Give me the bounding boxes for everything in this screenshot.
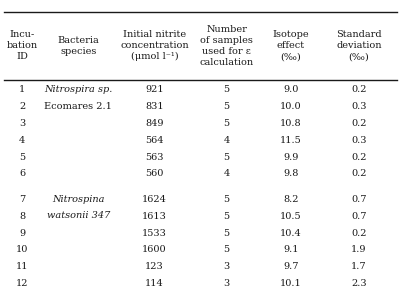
Text: 1.7: 1.7: [351, 262, 367, 271]
Text: 0.7: 0.7: [351, 212, 367, 221]
Text: 10: 10: [16, 245, 28, 254]
Text: 6: 6: [19, 169, 25, 178]
Text: Bacteria
species: Bacteria species: [57, 36, 99, 56]
Text: 0.7: 0.7: [351, 195, 367, 204]
Text: 3: 3: [223, 262, 230, 271]
Text: 1.9: 1.9: [351, 245, 367, 254]
Text: Nitrospira sp.: Nitrospira sp.: [44, 85, 112, 94]
Text: Standard
deviation
(‰): Standard deviation (‰): [336, 30, 382, 61]
Text: 2: 2: [19, 102, 25, 111]
Text: 560: 560: [145, 169, 164, 178]
Text: 12: 12: [16, 279, 28, 288]
Text: 10.1: 10.1: [280, 279, 302, 288]
Text: 9: 9: [19, 229, 25, 238]
Text: 2.3: 2.3: [351, 279, 367, 288]
Text: 8: 8: [19, 212, 25, 221]
Text: 3: 3: [19, 119, 25, 128]
Text: 9.7: 9.7: [283, 262, 298, 271]
Text: 0.3: 0.3: [351, 102, 367, 111]
Text: 0.2: 0.2: [351, 119, 367, 128]
Text: 5: 5: [223, 102, 230, 111]
Text: 11.5: 11.5: [280, 136, 302, 145]
Text: 10.4: 10.4: [280, 229, 302, 238]
Text: 7: 7: [19, 195, 25, 204]
Text: 849: 849: [145, 119, 164, 128]
Text: 5: 5: [223, 195, 230, 204]
Text: 5: 5: [19, 153, 25, 162]
Text: 114: 114: [145, 279, 164, 288]
Text: 3: 3: [223, 279, 230, 288]
Text: 0.2: 0.2: [351, 169, 367, 178]
Text: 5: 5: [223, 229, 230, 238]
Text: 831: 831: [145, 102, 164, 111]
Text: 4: 4: [223, 169, 230, 178]
Text: 5: 5: [223, 119, 230, 128]
Text: 5: 5: [223, 153, 230, 162]
Text: Incu-
bation
ID: Incu- bation ID: [6, 30, 38, 61]
Text: 1533: 1533: [142, 229, 167, 238]
Text: 9.0: 9.0: [283, 85, 298, 94]
Text: Nitrospina: Nitrospina: [52, 195, 104, 204]
Text: 123: 123: [145, 262, 164, 271]
Text: 4: 4: [19, 136, 25, 145]
Text: 10.5: 10.5: [280, 212, 302, 221]
Text: 8.2: 8.2: [283, 195, 298, 204]
Text: 9.8: 9.8: [283, 169, 298, 178]
Text: 9.1: 9.1: [283, 245, 298, 254]
Text: 1: 1: [19, 85, 25, 94]
Text: 0.2: 0.2: [351, 85, 367, 94]
Text: Number
of samples
used for ε
calculation: Number of samples used for ε calculation: [200, 25, 253, 67]
Text: 0.3: 0.3: [351, 136, 367, 145]
Text: 564: 564: [145, 136, 164, 145]
Text: 4: 4: [223, 136, 230, 145]
Text: 0.2: 0.2: [351, 153, 367, 162]
Text: Ecomares 2.1: Ecomares 2.1: [44, 102, 112, 111]
Text: Isotope
effect
(‰): Isotope effect (‰): [272, 30, 309, 61]
Text: 10.0: 10.0: [280, 102, 302, 111]
Text: 11: 11: [16, 262, 28, 271]
Text: 5: 5: [223, 85, 230, 94]
Text: 563: 563: [145, 153, 164, 162]
Text: 5: 5: [223, 212, 230, 221]
Text: 0.2: 0.2: [351, 229, 367, 238]
Text: 921: 921: [145, 85, 164, 94]
Text: Initial nitrite
concentration
(μmol l⁻¹): Initial nitrite concentration (μmol l⁻¹): [120, 30, 189, 61]
Text: 5: 5: [223, 245, 230, 254]
Text: 10.8: 10.8: [280, 119, 302, 128]
Text: 1613: 1613: [142, 212, 167, 221]
Text: 1624: 1624: [142, 195, 167, 204]
Text: watsonii 347: watsonii 347: [47, 211, 110, 220]
Text: 1600: 1600: [142, 245, 167, 254]
Text: 9.9: 9.9: [283, 153, 298, 162]
